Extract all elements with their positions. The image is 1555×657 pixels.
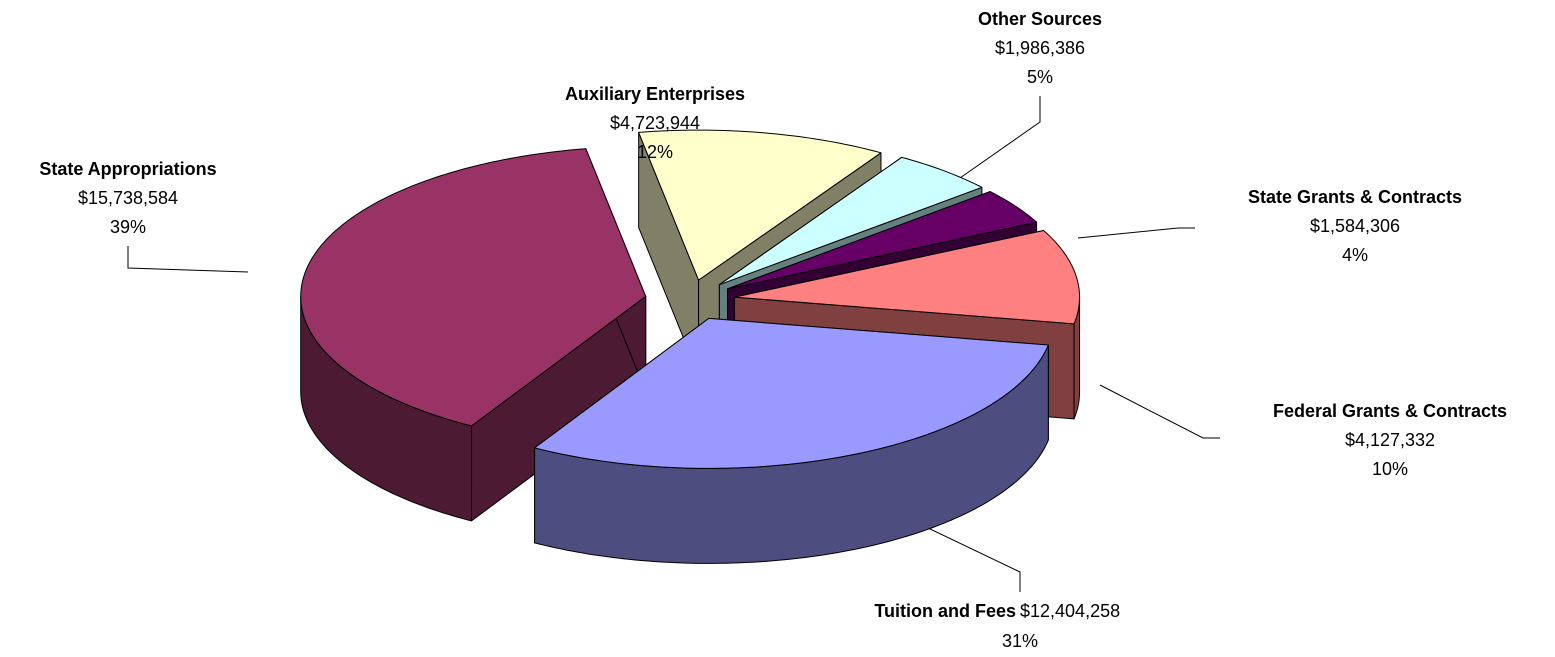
value-label: $4,127,332 (1345, 430, 1435, 450)
slice (300, 148, 647, 427)
slice (734, 229, 1081, 325)
percent-label: 31% (1002, 631, 1038, 651)
leader-line (1099, 384, 1220, 439)
percent-label: 5% (1027, 67, 1053, 87)
percent-label: 39% (110, 217, 146, 237)
slice (534, 317, 1049, 469)
leader-line (127, 246, 249, 273)
slice (727, 191, 1038, 290)
leader-line (959, 96, 1041, 179)
value-label: $1,584,306 (1310, 216, 1400, 236)
slice-label: State Appropriations (39, 159, 216, 179)
percent-label: 10% (1372, 459, 1408, 479)
leader-line (1077, 227, 1195, 239)
value-label: $4,723,944 (610, 113, 700, 133)
slice-label: Auxiliary Enterprises (565, 84, 745, 104)
pie (300, 129, 1081, 564)
percent-label: 4% (1342, 245, 1368, 265)
value-label: $15,738,584 (78, 188, 178, 208)
value-label: $12,404,258 (1020, 601, 1120, 621)
slice (718, 156, 983, 286)
slice-label: Federal Grants & Contracts (1273, 401, 1507, 421)
slice (638, 129, 882, 281)
percent-label: 12% (637, 142, 673, 162)
labels: Auxiliary Enterprises $4,723,944 12% Other … (39, 9, 1507, 651)
slice-label: State Grants & Contracts (1248, 187, 1462, 207)
slice-label: Other Sources (978, 9, 1102, 29)
value-label: $1,986,386 (995, 38, 1085, 58)
slice-label: Tuition and Fees (874, 601, 1016, 621)
